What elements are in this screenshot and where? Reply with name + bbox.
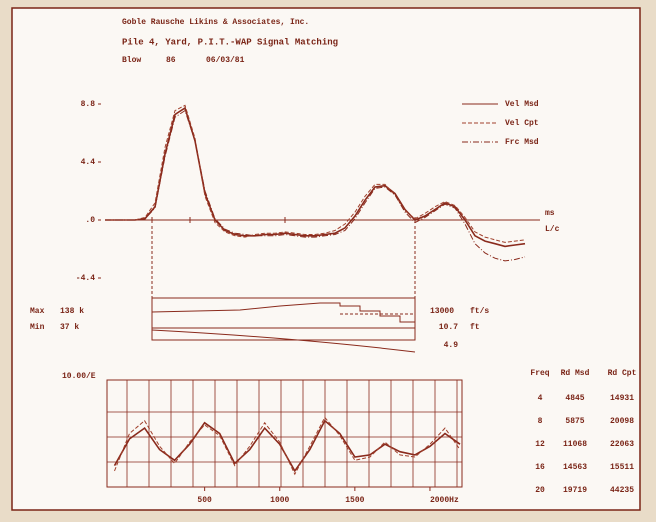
table-cell: 12 <box>535 440 545 449</box>
blow-no: 86 <box>166 56 176 65</box>
series-line <box>105 104 526 243</box>
blow-label: Blow <box>122 56 141 65</box>
company: Goble Rausche Likins & Associates, Inc. <box>122 18 309 27</box>
wave-speed: 13000 <box>430 307 454 316</box>
length: 10.7 <box>439 323 458 332</box>
table-cell: 14931 <box>610 394 634 403</box>
table-header: Rd Cpt <box>608 369 637 378</box>
y-unit: ms <box>545 209 555 218</box>
min-value: 37 k <box>60 323 79 332</box>
table-cell: 11068 <box>563 440 587 449</box>
scale-label: 10.00/E <box>62 372 96 381</box>
legend-label: Vel Msd <box>505 100 539 109</box>
series-line <box>105 109 526 262</box>
table-cell: 16 <box>535 463 545 472</box>
legend-label: Vel Cpt <box>505 119 539 128</box>
table-cell: 20 <box>535 486 545 495</box>
y-tick-label: .0 <box>85 216 95 225</box>
table-cell: 20098 <box>610 417 634 426</box>
wave-speed-unit: ft/s <box>470 307 489 316</box>
series-line <box>114 416 461 476</box>
page <box>11 7 641 511</box>
x-tick-label: 1000 <box>270 496 289 505</box>
table-cell: 4 <box>538 394 543 403</box>
panel-curve <box>151 329 416 353</box>
table-cell: 4845 <box>565 394 584 403</box>
table-header: Rd Msd <box>561 369 590 378</box>
y-tick-label: 4.4 <box>81 158 96 167</box>
series-line <box>105 106 526 248</box>
y-tick-label: -4.4 <box>76 274 95 283</box>
table-cell: 22063 <box>610 440 634 449</box>
spectrum-box <box>106 379 463 488</box>
length-unit: ft <box>470 323 480 332</box>
y-unit: L/c <box>545 225 560 234</box>
table-header: Freq <box>530 369 549 378</box>
x-tick-label: 2000Hz <box>430 496 459 505</box>
table-cell: 8 <box>538 417 543 426</box>
max-value: 138 k <box>60 307 84 316</box>
resistance-steps <box>151 302 415 323</box>
title: Pile 4, Yard, P.I.T.-WAP Signal Matching <box>122 37 338 47</box>
date: 06/03/81 <box>206 56 245 65</box>
extra-value: 4.9 <box>444 341 459 350</box>
max-label: Max <box>30 307 45 316</box>
min-label: Min <box>30 323 45 332</box>
table-cell: 15511 <box>610 463 634 472</box>
panel-box <box>151 297 416 341</box>
x-tick-label: 500 <box>197 496 212 505</box>
x-tick-label: 1500 <box>345 496 364 505</box>
table-cell: 14563 <box>563 463 587 472</box>
table-cell: 19719 <box>563 486 587 495</box>
legend-label: Frc Msd <box>505 138 539 147</box>
y-tick-label: 8.8 <box>81 100 96 109</box>
table-cell: 44235 <box>610 486 634 495</box>
table-cell: 5875 <box>565 417 584 426</box>
